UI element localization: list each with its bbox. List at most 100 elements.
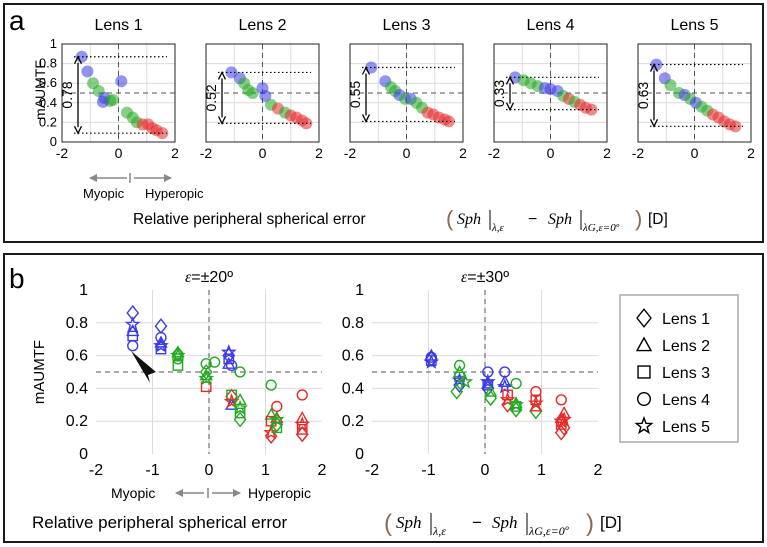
- data-point-star: [496, 378, 513, 394]
- panel-b-xlabel-text: Relative peripheral spherical error: [32, 513, 287, 532]
- x-tick-label: -2: [56, 145, 69, 161]
- data-point-circle: [155, 331, 167, 344]
- data-point-triangle: [233, 392, 247, 405]
- x-tick-label: -1: [421, 462, 435, 479]
- data-point-triangle: [424, 348, 439, 361]
- panel-b-frame: [3, 253, 764, 543]
- range-value-label: 0.55: [347, 81, 363, 108]
- epsilon-value: =±30º: [467, 269, 509, 286]
- x-tick-label: 2: [594, 462, 603, 479]
- epsilon-value: =±20º: [191, 269, 233, 286]
- data-point-diamond: [295, 426, 309, 443]
- x-tick-label: -2: [365, 462, 379, 479]
- data-point-circle: [127, 340, 139, 352]
- x-tick-label: 2: [315, 145, 323, 161]
- data-point-circle: [425, 351, 437, 363]
- data-point: [106, 93, 119, 106]
- data-point-circle: [172, 353, 184, 365]
- data-point-star: [223, 393, 240, 409]
- x-tick-label: 2: [318, 462, 327, 479]
- panel-a-myopic-label: Myopic: [83, 186, 125, 201]
- data-point: [442, 115, 455, 128]
- data-point: [259, 89, 272, 102]
- data-point-diamond: [450, 383, 464, 400]
- y-tick-label: 0.8: [342, 315, 364, 332]
- panel-a-subplot-lens-1: Lens 1-2 0 200.20.40.60.810.78: [39, 17, 179, 161]
- panel-a-hyperopic-label: Hyperopic: [145, 186, 204, 201]
- data-point-circle: [271, 400, 283, 413]
- data-point-square: [510, 401, 522, 412]
- panel-a-sub-b: λG,ε=0º: [582, 222, 620, 234]
- data-point-star: [124, 316, 141, 332]
- legend-marker-triangle: [635, 336, 653, 352]
- x-tick-label: 2: [459, 145, 467, 161]
- range-arrow-head-bottom: [217, 116, 227, 125]
- y-tick-label: 0: [355, 446, 364, 463]
- x-tick-label: -1: [145, 462, 159, 479]
- subplot-title: Lens 5: [670, 17, 718, 34]
- panel-a-subplot-lens-2: Lens 2 -2 0 2 0.52: [200, 17, 323, 161]
- legend-marker-square: [637, 365, 651, 379]
- x-tick-label: 0: [205, 462, 214, 479]
- data-point-triangle: [295, 410, 309, 424]
- panel-a-formula-a: Sph: [457, 211, 481, 228]
- svg-text:): ): [586, 510, 594, 537]
- data-point: [81, 65, 94, 78]
- panel-a-direction-indicator: Myopic Hyperopic: [83, 173, 204, 201]
- data-point-square: [234, 407, 246, 419]
- data-point-star: [423, 353, 440, 369]
- data-point-star: [499, 391, 516, 407]
- data-point-triangle: [498, 374, 512, 387]
- data-point-triangle: [452, 365, 467, 378]
- data-point: [96, 95, 109, 108]
- data-point-triangle: [199, 368, 213, 381]
- panel-b-sub-b: λG,ε=0º: [528, 524, 569, 538]
- axes-box: [205, 43, 320, 143]
- x-tick-label: 0: [115, 145, 123, 161]
- range-value-label: 0.52: [203, 84, 219, 111]
- y-tick-label: 0.6: [342, 348, 364, 365]
- panel-b-subplot-eps-30: ε=±30º -2 -1 0 1 2 0 0.2 0.4 0.6 0.8 1: [342, 269, 603, 479]
- data-point-square: [226, 389, 237, 401]
- y-tick-label: 0.4: [66, 380, 88, 397]
- y-tick-label: 0.2: [342, 413, 364, 430]
- panel-b-xlabel: Relative peripheral spherical error ( Sp…: [32, 510, 622, 538]
- data-point-star: [268, 411, 285, 427]
- panel-a-formula-b: Sph: [548, 211, 572, 228]
- data-point-circle: [510, 377, 522, 390]
- data-point-star: [220, 343, 237, 360]
- panel-b-unit: [D]: [600, 513, 622, 532]
- panel-a-subplot-lens-4: Lens 4 -2 0 2 0.33: [488, 17, 611, 161]
- panel-b-myopic-label: Myopic: [111, 485, 155, 501]
- y-tick-label: 0.6: [39, 75, 57, 90]
- panel-a-minus: −: [528, 211, 537, 228]
- data-point-triangle: [171, 345, 185, 358]
- data-point-diamond: [154, 318, 168, 335]
- range-value-label: 0.63: [635, 82, 651, 109]
- panel-a-xlabel-text: Relative peripheral spherical error: [133, 211, 366, 228]
- data-point-diamond: [222, 347, 236, 364]
- data-point-star: [479, 373, 496, 389]
- y-tick-label: 0.4: [342, 380, 364, 397]
- svg-text:(: (: [384, 510, 392, 537]
- data-point: [246, 87, 259, 99]
- range-arrow-head-bottom: [505, 102, 515, 112]
- y-tick-label: 0.2: [66, 413, 88, 430]
- subplot-title: Lens 4: [526, 17, 574, 34]
- data-point: [650, 58, 663, 71]
- data-point: [664, 79, 677, 92]
- panel-b-formula-a: Sph: [396, 513, 422, 532]
- data-point-circle: [208, 356, 221, 368]
- panel-b-subplot-eps-20: ε=±20º -2 -1 0 1 2 0 0.2 0.4 0.6 0.8 1: [66, 269, 327, 479]
- y-tick-label: 1: [50, 36, 57, 51]
- panel-b-pointer-arrowhead: [131, 351, 156, 383]
- epsilon-symbol: ε: [461, 269, 468, 286]
- data-point-star: [508, 396, 525, 412]
- y-tick-label: 0.4: [39, 95, 57, 110]
- y-tick-label: 0.8: [66, 315, 88, 332]
- legend-label: Lens 5: [662, 419, 710, 436]
- legend-marker-star: [634, 415, 654, 435]
- y-tick-label: 0: [50, 134, 57, 149]
- x-tick-label: 2: [747, 145, 755, 161]
